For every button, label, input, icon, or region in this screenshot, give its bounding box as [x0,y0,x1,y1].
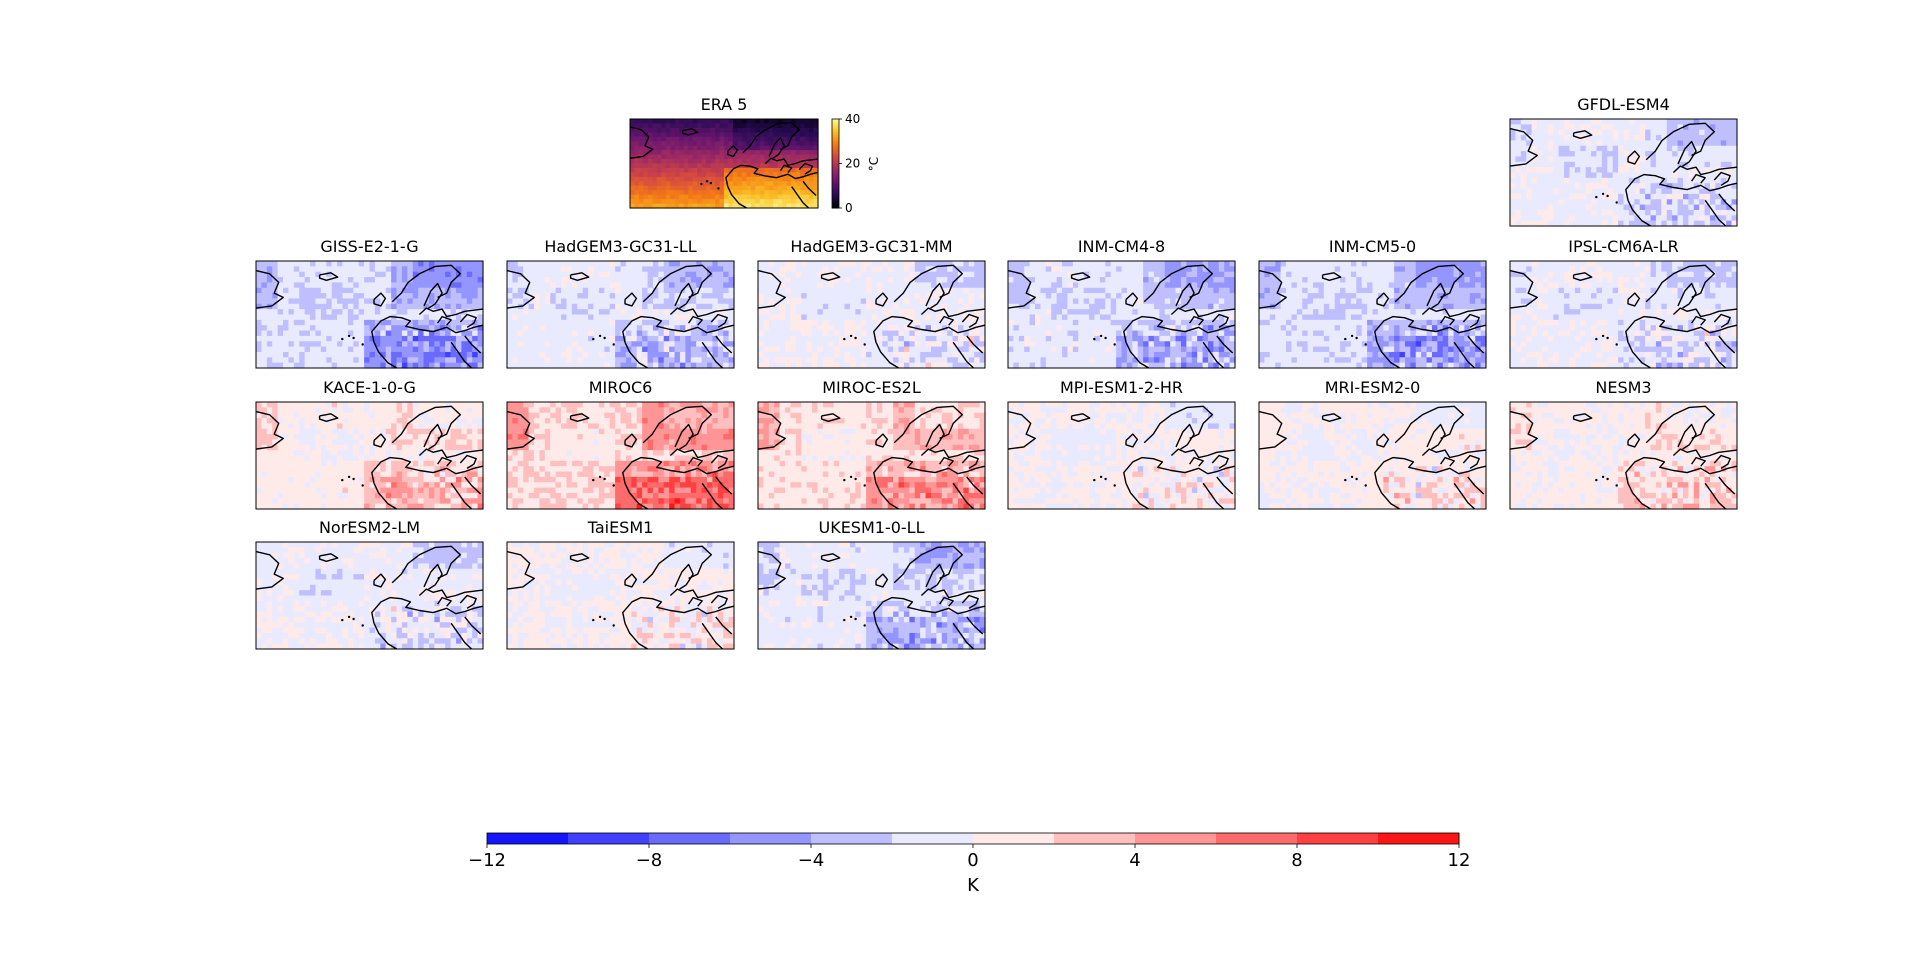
colorbar-segment [568,833,650,844]
panel-title: MIROC6 [589,378,653,397]
colorbar-tick: 8 [1291,850,1302,871]
panel-title: HadGEM3-GC31-LL [544,237,696,256]
colorbar-segment [892,833,974,844]
panel-kace-1-0-g: KACE-1-0-G [255,378,484,510]
panel-ipsl-cm6a-lr: IPSL-CM6A-LR [1509,237,1738,369]
panel-title-era5: ERA 5 [701,95,748,114]
panel-mpi-esm1-2-hr: MPI-ESM1-2-HR [1007,378,1236,510]
panel-miroc-es2l: MIROC-ES2L [757,378,986,510]
colorbar-segment [1054,833,1136,844]
era5-colorbar-tick: 40 [845,112,860,126]
panel-hadgem3-gc31-ll: HadGEM3-GC31-LL [506,237,735,369]
colorbar-tick: −8 [636,850,663,871]
colorbar-label: K [967,875,980,896]
colorbar-segment [973,833,1055,844]
panel-giss-e2-1-g: GISS-E2-1-G [255,237,484,369]
panel-inm-cm5-0: INM-CM5-0 [1258,237,1487,369]
panel-mri-esm2-0: MRI-ESM2-0 [1258,378,1487,510]
era5-colorbar-tick: 0 [845,201,853,215]
colorbar-segment [649,833,731,844]
colorbar-segment [487,833,569,844]
era5-colorbar-unit: °C [867,157,881,171]
panel-hadgem3-gc31-mm: HadGEM3-GC31-MM [757,237,986,369]
panel-ukesm1-0-ll: UKESM1-0-LL [757,518,986,650]
panel-title: INM-CM5-0 [1329,237,1416,256]
era5-colorbar-tick: 20 [845,157,860,171]
colorbar-segment [1216,833,1298,844]
colorbar-tick: 0 [967,850,978,871]
colorbar-tick: 4 [1129,850,1140,871]
panel-title: HadGEM3-GC31-MM [790,237,952,256]
panel-taiesm1: TaiESM1 [506,518,735,650]
panel-noresm2-lm: NorESM2-LM [255,518,484,650]
panel-inm-cm4-8: INM-CM4-8 [1007,237,1236,369]
panel-title: TaiESM1 [587,518,654,537]
panel-title: KACE-1-0-G [323,378,416,397]
panel-title: GISS-E2-1-G [320,237,418,256]
panel-title: MPI-ESM1-2-HR [1060,378,1183,397]
panel-nesm3: NESM3 [1509,378,1738,510]
panel-title: MIROC-ES2L [822,378,921,397]
panel-era5: ERA 5 [629,95,819,209]
panel-title: NESM3 [1595,378,1651,397]
colorbar-tick: 12 [1448,850,1471,871]
panel-title: MRI-ESM2-0 [1325,378,1421,397]
panel-title: UKESM1-0-LL [818,518,924,537]
panel-miroc6: MIROC6 [506,378,735,510]
colorbar-segment [811,833,893,844]
colorbar-segment [1297,833,1379,844]
colorbar-segment [730,833,812,844]
panel-title: INM-CM4-8 [1078,237,1165,256]
colorbar-segment [1378,833,1460,844]
era5-colorbar: 0 20 40 °C [831,112,881,215]
colorbar-segment [1135,833,1217,844]
panel-title: NorESM2-LM [319,518,420,537]
panel-title: IPSL-CM6A-LR [1568,237,1678,256]
colorbar-tick: −4 [798,850,825,871]
panel-title: GFDL-ESM4 [1577,95,1670,114]
panel-gfdl-esm4: GFDL-ESM4 [1509,95,1738,227]
colorbar-tick: −12 [468,850,506,871]
bias-colorbar: −12 −8 −4 0 4 8 12 K [468,832,1471,896]
